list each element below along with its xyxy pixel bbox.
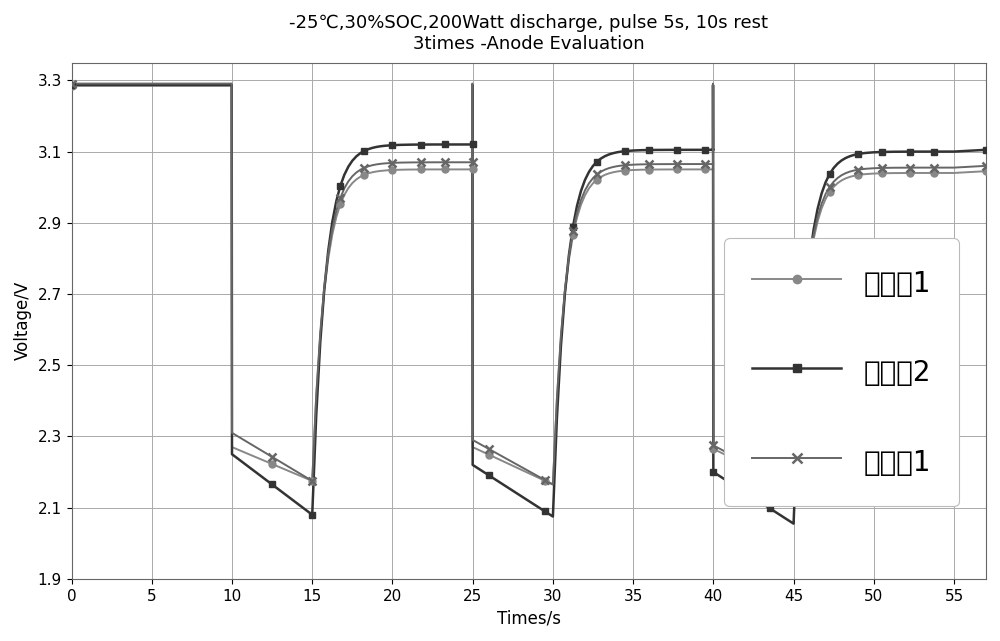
Y-axis label: Voltage/V: Voltage/V: [14, 281, 32, 360]
Title: -25℃,30%SOC,200Watt discharge, pulse 5s, 10s rest
3times -Anode Evaluation: -25℃,30%SOC,200Watt discharge, pulse 5s,…: [289, 14, 768, 53]
X-axis label: Times/s: Times/s: [497, 609, 561, 627]
Legend: 对比例1, 对比例2, 实施例1: 对比例1, 对比例2, 实施例1: [724, 238, 959, 506]
